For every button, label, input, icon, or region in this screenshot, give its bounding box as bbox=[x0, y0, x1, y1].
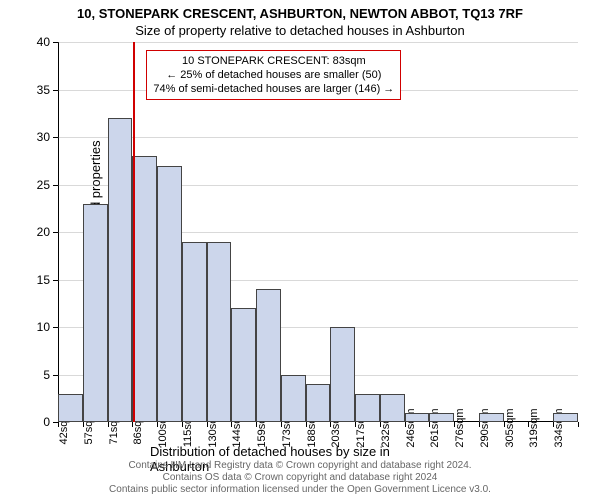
y-tick-label: 40 bbox=[37, 35, 50, 49]
y-tick bbox=[53, 42, 58, 43]
histogram-bar bbox=[157, 166, 182, 423]
page-title: 10, STONEPARK CRESCENT, ASHBURTON, NEWTO… bbox=[0, 0, 600, 21]
gridline bbox=[58, 42, 578, 43]
x-tick-label: 305sqm bbox=[504, 408, 516, 447]
y-tick bbox=[53, 327, 58, 328]
histogram-bar bbox=[429, 413, 454, 423]
histogram-bar bbox=[479, 413, 504, 423]
y-tick-label: 25 bbox=[37, 178, 50, 192]
annotation-line2: ← 25% of detached houses are smaller (50… bbox=[153, 68, 394, 82]
histogram-bar bbox=[83, 204, 108, 423]
histogram-bar bbox=[231, 308, 256, 422]
footer-line1: Contains HM Land Registry data © Crown c… bbox=[0, 460, 600, 472]
y-tick-label: 15 bbox=[37, 273, 50, 287]
histogram-bar bbox=[405, 413, 430, 423]
y-tick bbox=[53, 375, 58, 376]
footer-line3: Contains public sector information licen… bbox=[0, 484, 600, 496]
histogram-bar bbox=[256, 289, 281, 422]
histogram-bar bbox=[281, 375, 306, 423]
histogram-bar bbox=[182, 242, 207, 423]
histogram-bar bbox=[553, 413, 578, 423]
y-tick-label: 35 bbox=[37, 83, 50, 97]
histogram-bar bbox=[108, 118, 133, 422]
histogram-bar bbox=[380, 394, 405, 423]
annotation-line3: 74% of semi-detached houses are larger (… bbox=[153, 82, 394, 96]
footer-line2: Contains OS data © Crown copyright and d… bbox=[0, 472, 600, 484]
x-tick-label: 276sqm bbox=[454, 408, 466, 447]
page-subtitle: Size of property relative to detached ho… bbox=[0, 21, 600, 38]
y-tick bbox=[53, 280, 58, 281]
y-tick-label: 10 bbox=[37, 320, 50, 334]
x-tick-label: 319sqm bbox=[528, 408, 540, 447]
histogram-bar bbox=[132, 156, 157, 422]
y-tick-label: 5 bbox=[43, 368, 50, 382]
y-tick bbox=[53, 90, 58, 91]
property-marker-line bbox=[133, 42, 135, 422]
y-tick bbox=[53, 137, 58, 138]
gridline bbox=[58, 137, 578, 138]
histogram-bar bbox=[58, 394, 83, 423]
histogram-bar bbox=[207, 242, 232, 423]
histogram-bar bbox=[306, 384, 331, 422]
y-tick-label: 0 bbox=[43, 415, 50, 429]
y-tick bbox=[53, 232, 58, 233]
chart-area: 051015202530354042sqm57sqm71sqm86sqm100s… bbox=[58, 42, 578, 422]
annotation-line1: 10 STONEPARK CRESCENT: 83sqm bbox=[153, 54, 394, 68]
annotation-box: 10 STONEPARK CRESCENT: 83sqm← 25% of det… bbox=[146, 50, 401, 101]
footer-attribution: Contains HM Land Registry data © Crown c… bbox=[0, 460, 600, 496]
x-tick bbox=[578, 422, 579, 427]
y-tick-label: 20 bbox=[37, 225, 50, 239]
y-tick bbox=[53, 185, 58, 186]
histogram-bar bbox=[330, 327, 355, 422]
histogram-bar bbox=[355, 394, 380, 423]
plot-area: 051015202530354042sqm57sqm71sqm86sqm100s… bbox=[58, 42, 578, 422]
y-tick-label: 30 bbox=[37, 130, 50, 144]
